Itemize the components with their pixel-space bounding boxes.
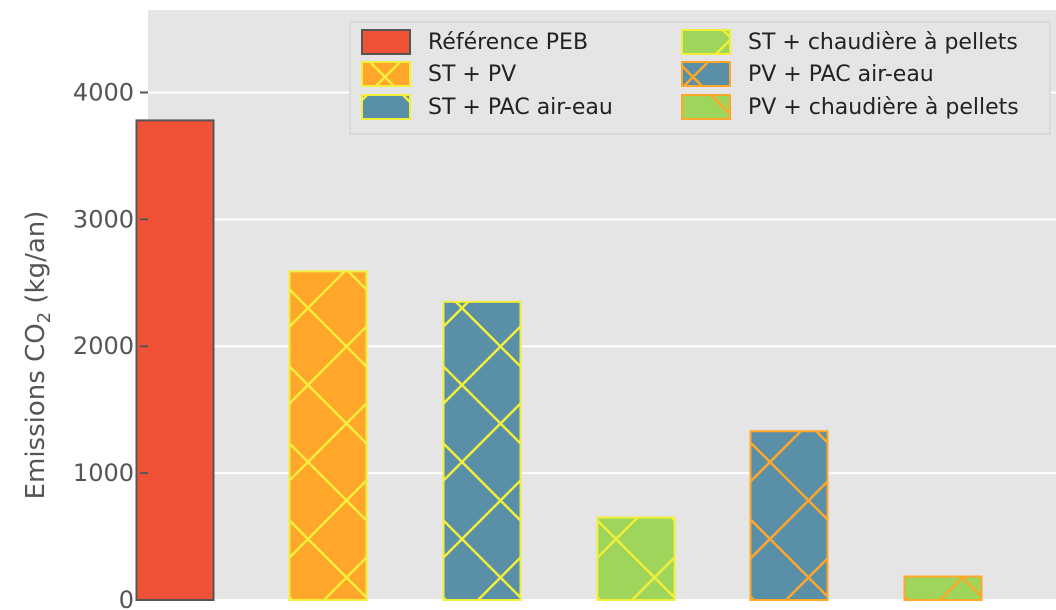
y-tick-label: 4000	[73, 78, 134, 106]
legend-label: ST + PV	[428, 62, 516, 87]
bar	[135, 119, 215, 602]
legend-label: Référence PEB	[428, 30, 588, 55]
bar	[596, 516, 676, 601]
bar	[442, 300, 522, 601]
bar	[903, 575, 983, 601]
legend-swatch	[681, 29, 731, 55]
legend: Référence PEB ST + PV ST + PAC air-eau ST +…	[349, 21, 1051, 135]
legend-swatch	[361, 29, 411, 55]
legend-label: PV + chaudière à pellets	[748, 95, 1019, 120]
y-tick-label: 1000	[73, 459, 134, 487]
legend-swatch	[681, 94, 731, 120]
legend-label: PV + PAC air-eau	[748, 62, 934, 87]
legend-swatch	[361, 61, 411, 87]
legend-swatch	[681, 61, 731, 87]
y-tick-label: 2000	[73, 332, 134, 360]
legend-swatch	[361, 94, 411, 120]
y-axis-label: Emissions CO2 (kg/an)	[21, 211, 55, 500]
legend-label: ST + chaudière à pellets	[748, 30, 1018, 55]
bar	[749, 430, 829, 601]
bars	[135, 119, 983, 602]
bar	[288, 270, 368, 601]
y-axis: 0 1000 2000 3000 4000	[73, 78, 148, 610]
y-tick-label: 0	[119, 586, 134, 610]
legend-label: ST + PAC air-eau	[428, 95, 613, 120]
y-tick-label: 3000	[73, 205, 134, 233]
